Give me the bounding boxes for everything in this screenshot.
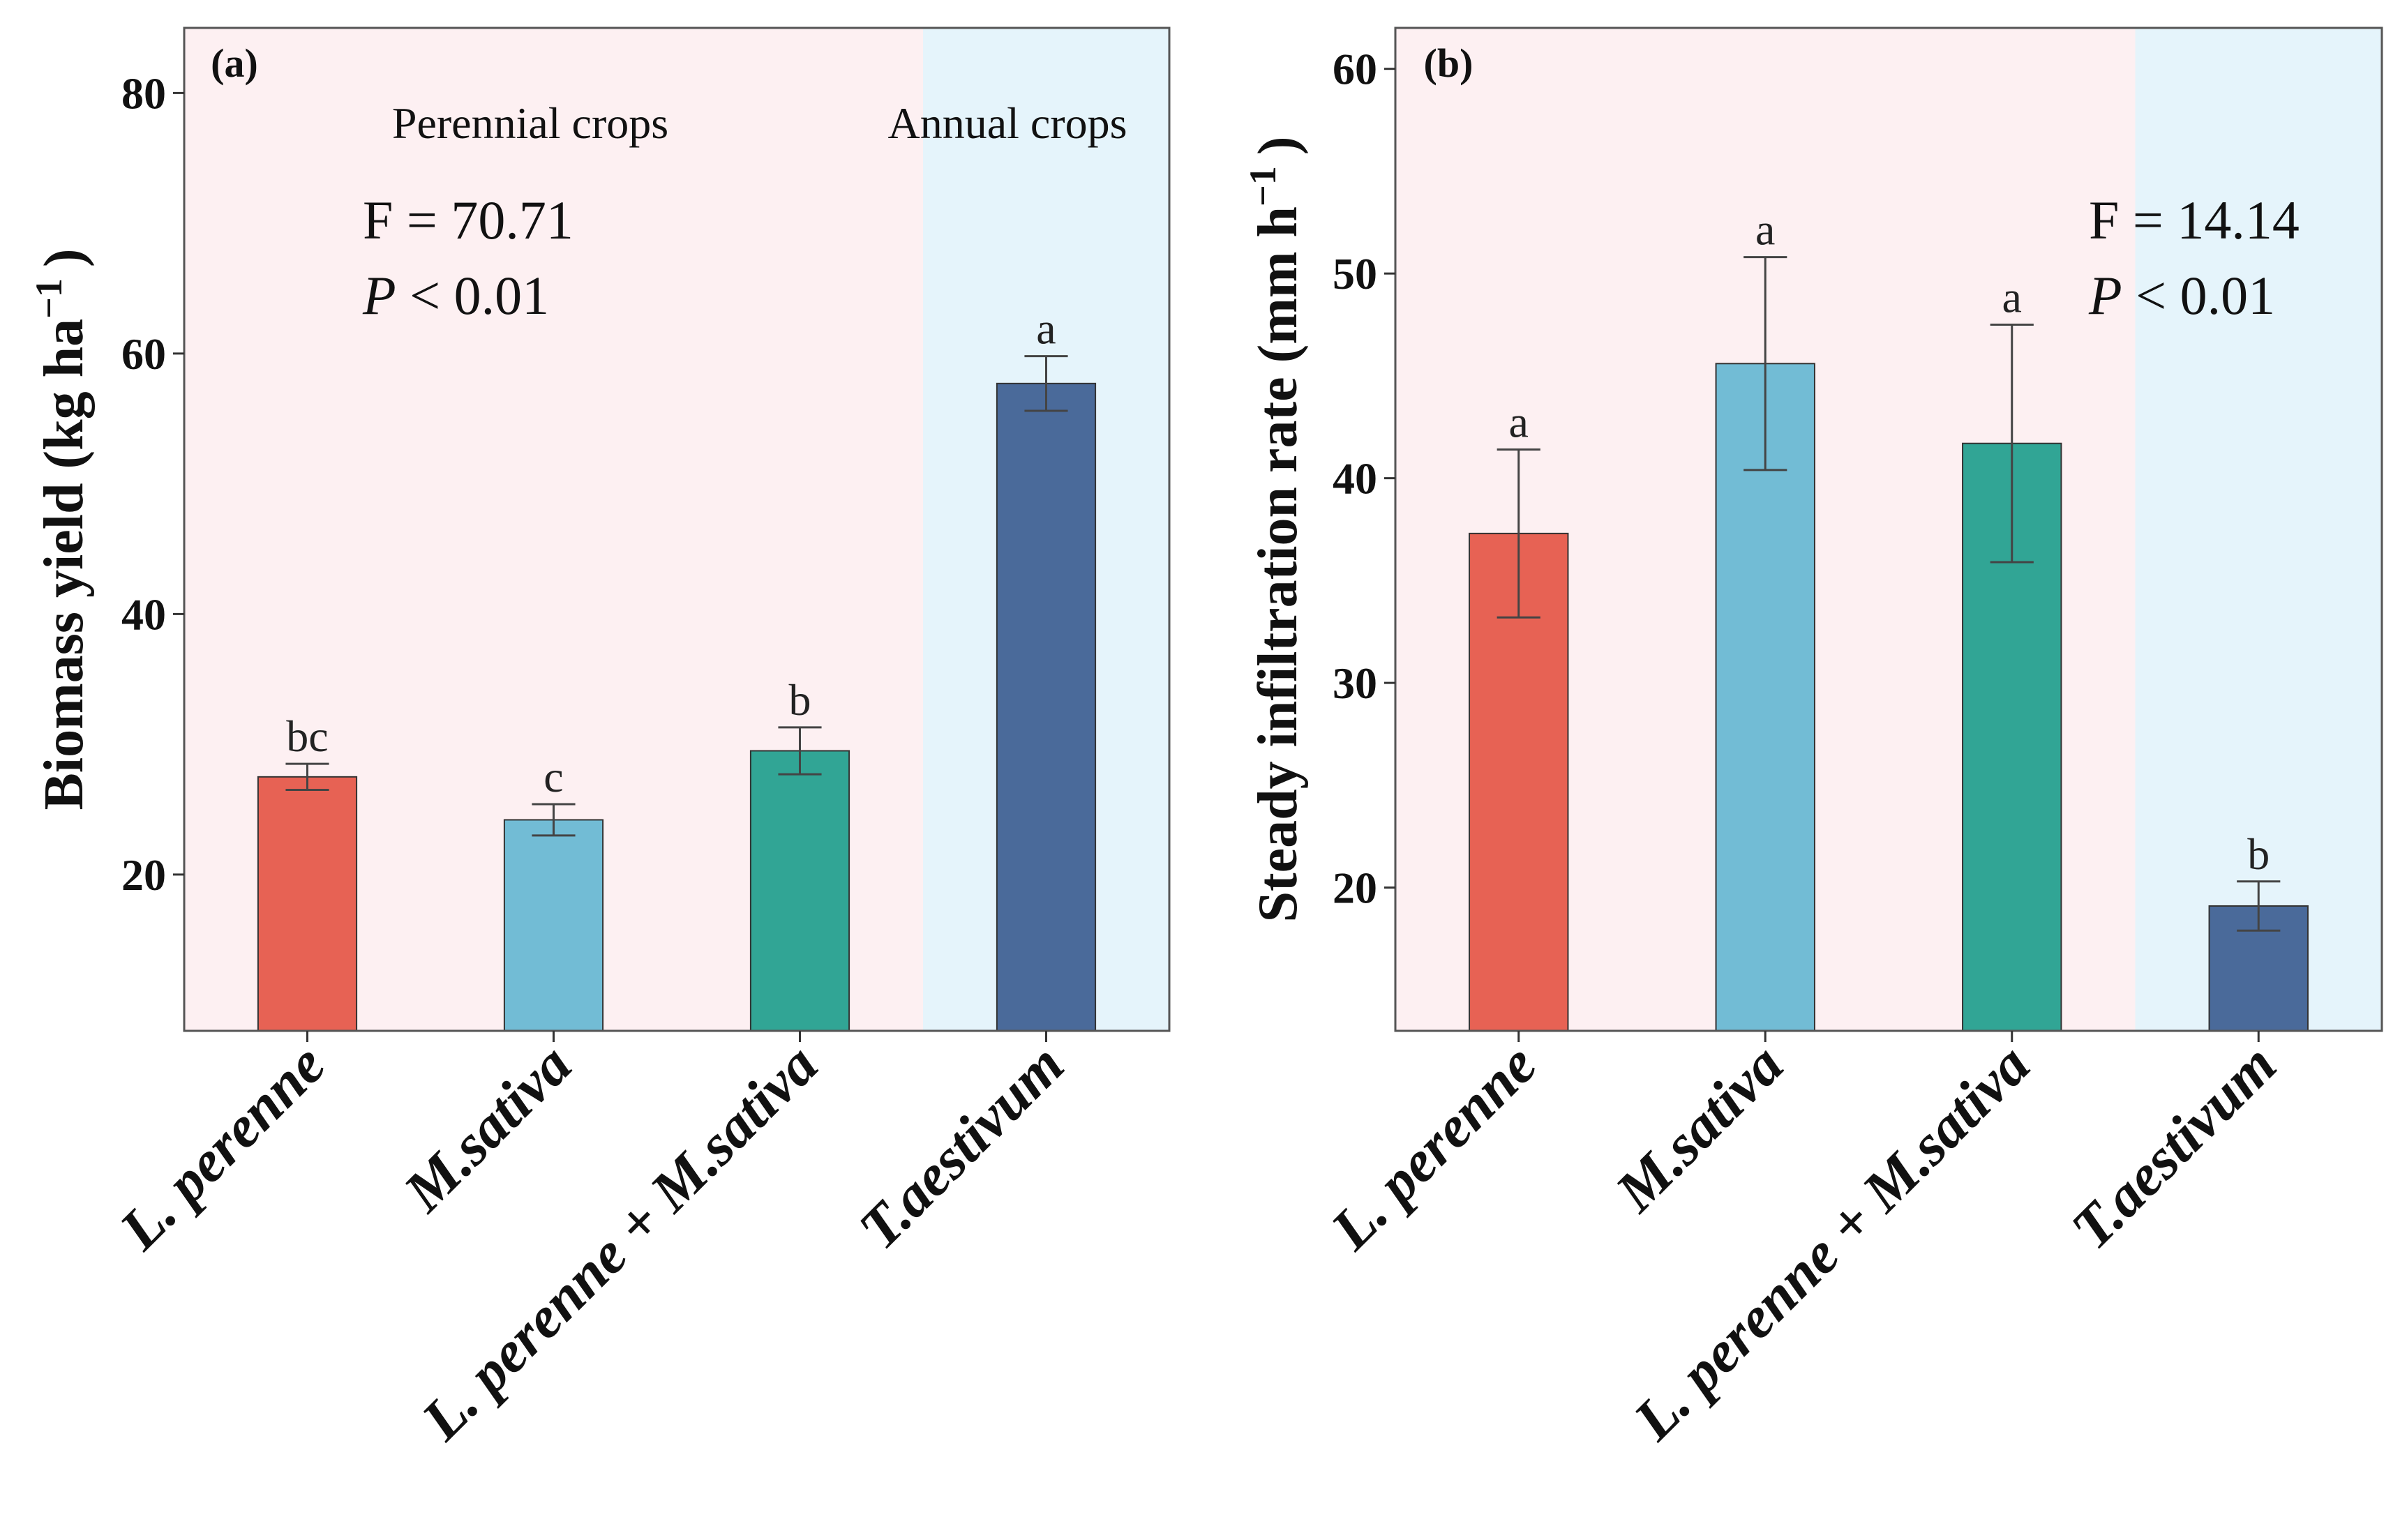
significance-letter-4: b <box>2247 829 2270 879</box>
y-tick-label-60: 60 <box>1333 45 1377 94</box>
y-tick-label-40: 40 <box>121 589 166 639</box>
y-tick-label-50: 50 <box>1333 249 1377 299</box>
x-category-label-2: M.sativa <box>1603 1032 1796 1225</box>
p-comparison: < 0.01 <box>2122 265 2276 326</box>
panel-label: (a) <box>211 40 258 86</box>
bar-2 <box>503 819 604 1032</box>
p-value: P < 0.01 <box>362 265 549 326</box>
significance-letter-2: c <box>543 752 563 801</box>
significance-letter-1: a <box>1509 398 1529 447</box>
y-axis-label-close: ) <box>33 249 95 268</box>
significance-letter-4: a <box>1036 304 1056 354</box>
p-symbol: P <box>362 265 396 326</box>
region-label-annual: Annual crops <box>887 98 1127 148</box>
p-symbol: P <box>2088 265 2122 326</box>
background-region-annual <box>2135 28 2382 1031</box>
y-tick-label-80: 80 <box>121 68 166 118</box>
f-statistic: F = 70.71 <box>363 190 573 250</box>
significance-letter-3: b <box>789 675 811 725</box>
y-axis-label-text: Steady infiltration rate (mm h <box>1247 206 1309 923</box>
x-category-label-3: L. perenne + M.sativa <box>409 1032 830 1454</box>
y-tick-label-60: 60 <box>121 329 166 379</box>
significance-letter-3: a <box>2002 273 2022 322</box>
y-axis-label-text: Biomass yield (kg ha <box>33 319 95 810</box>
y-axis-label-close: ) <box>1247 137 1309 156</box>
y-tick-label-20: 20 <box>1333 863 1377 913</box>
y-tick-label-40: 40 <box>1333 454 1377 504</box>
panel-label: (b) <box>1424 40 1473 86</box>
bar-4 <box>996 382 1097 1032</box>
f-statistic: F = 14.14 <box>2089 190 2300 250</box>
x-category-label-2: M.sativa <box>391 1032 584 1225</box>
y-axis-label-superscript: −1 <box>28 278 70 319</box>
x-category-label-3: L. perenne + M.sativa <box>1621 1032 2043 1454</box>
region-label-perennial: Perennial crops <box>392 98 668 148</box>
x-category-label-1: L. perenne <box>107 1032 338 1262</box>
bar-3 <box>749 750 850 1032</box>
x-category-label-1: L. perenne <box>1319 1032 1549 1262</box>
y-axis-label: Steady infiltration rate (mm h−1) <box>1242 137 1309 923</box>
x-category-label-4: T.aestivum <box>2059 1032 2288 1262</box>
panel-a-biomass-yield: Perennial crops Annual crops (a) F = 70.71 P… <box>28 27 1171 1454</box>
plot-frame <box>1394 27 2383 1032</box>
y-axis-label: Biomass yield (kg ha−1) <box>28 249 95 810</box>
significance-letter-1: bc <box>286 711 328 761</box>
y-axis-label-superscript: −1 <box>1242 166 1284 206</box>
x-category-label-4: T.aestivum <box>847 1032 1077 1262</box>
y-tick-label-30: 30 <box>1333 658 1377 708</box>
p-value: P < 0.01 <box>2088 265 2275 326</box>
plot-frame <box>183 27 1171 1032</box>
p-comparison: < 0.01 <box>396 265 550 326</box>
panel-b-infiltration-rate: (b) F = 14.14 P < 0.01 a a a b 20 30 40 50 60 L. per… <box>1242 27 2383 1454</box>
y-tick-label-20: 20 <box>121 850 166 900</box>
bar-1 <box>257 776 358 1032</box>
significance-letter-2: a <box>1755 205 1775 255</box>
